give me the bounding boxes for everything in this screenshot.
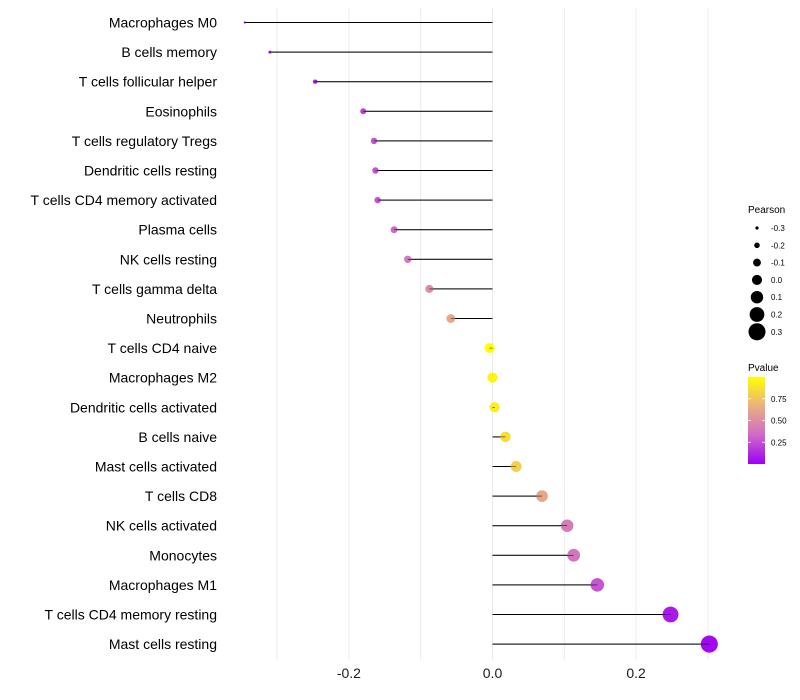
x-tick-label: -0.2	[337, 665, 361, 681]
category-label: Macrophages M1	[109, 577, 217, 593]
size-legend-label: 0.2	[771, 311, 783, 320]
size-legend-key	[754, 242, 760, 249]
category-label: B cells memory	[121, 44, 217, 60]
category-label: Dendritic cells activated	[70, 399, 217, 415]
size-legend-key	[749, 307, 765, 322]
category-label: Eosinophils	[145, 103, 217, 119]
category-label: T cells follicular helper	[79, 74, 218, 90]
size-legend-key	[755, 226, 759, 230]
size-legend-label: 0.0	[771, 276, 783, 285]
size-legend-label: -0.2	[771, 241, 785, 250]
category-label: T cells CD4 naive	[108, 340, 218, 356]
size-legend-key	[748, 323, 766, 341]
lollipop-point	[370, 137, 378, 145]
pvalue-color-legend: Pvalue 0.25 0.50 0.75	[748, 363, 787, 464]
point-layer	[243, 21, 718, 653]
category-label: Plasma cells	[138, 222, 217, 238]
lollipop-point	[487, 372, 498, 383]
lollipop-point	[243, 21, 246, 24]
category-label: Neutrophils	[146, 311, 217, 327]
size-legend-key	[751, 274, 763, 285]
category-label: T cells regulatory Tregs	[72, 133, 217, 149]
x-tick-label: 0.0	[483, 665, 503, 681]
category-label: T cells CD4 memory activated	[31, 192, 217, 208]
category-label: NK cells activated	[106, 518, 217, 534]
size-legend-key	[750, 290, 764, 304]
category-label: Mast cells activated	[95, 459, 217, 475]
category-label: Dendritic cells resting	[84, 163, 217, 179]
category-label: Macrophages M0	[109, 15, 217, 31]
x-axis-tick-labels: -0.2 0.0 0.2	[337, 665, 646, 681]
color-legend-title: Pvalue	[748, 363, 779, 374]
color-legend-bar	[748, 377, 765, 464]
category-label: Mast cells resting	[109, 636, 217, 652]
category-label: B cells naive	[138, 429, 217, 445]
x-tick-label: 0.2	[626, 665, 646, 681]
category-label: Macrophages M2	[109, 370, 217, 386]
size-legend-label: 0.3	[771, 328, 783, 337]
pearson-size-legend: Pearson -0.3 -0.2 -0.1 0.0 0.1 0.2 0.3	[748, 205, 785, 341]
color-legend-label: 0.50	[771, 417, 787, 426]
category-label: Monocytes	[149, 547, 217, 563]
size-legend-key	[753, 258, 761, 267]
color-legend-label: 0.25	[771, 438, 787, 447]
category-label: T cells CD8	[145, 488, 217, 504]
size-legend-label: -0.3	[771, 224, 785, 233]
lollipop-point	[700, 635, 718, 653]
grid-layer	[276, 8, 709, 660]
category-label: NK cells resting	[120, 251, 217, 267]
size-legend-title: Pearson	[748, 205, 785, 216]
stem-layer	[244, 22, 710, 645]
category-label: T cells CD4 memory resting	[45, 607, 217, 623]
lollipop-point	[662, 606, 679, 623]
category-label: T cells gamma delta	[92, 281, 217, 297]
category-labels: Macrophages M0 B cells memory T cells foll…	[31, 15, 218, 653]
color-legend-label: 0.75	[771, 395, 787, 404]
size-legend-label: -0.1	[771, 259, 785, 268]
size-legend-label: 0.1	[771, 293, 783, 302]
